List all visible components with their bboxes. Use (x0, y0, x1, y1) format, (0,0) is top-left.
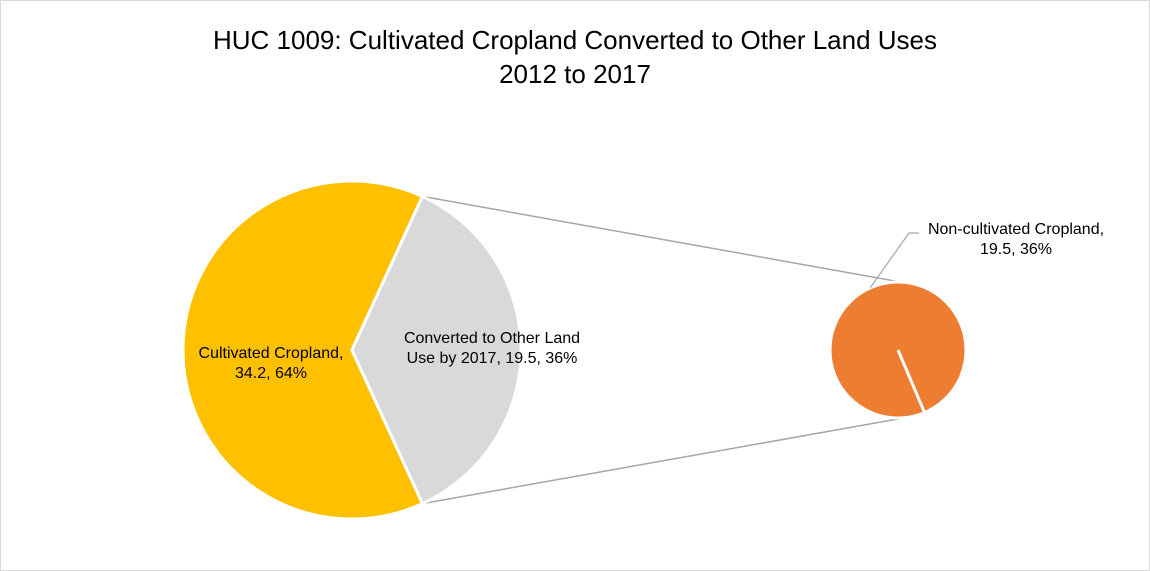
data-label-non-cultivated-cropland: Non-cultivated Cropland, 19.5, 36% (928, 221, 1104, 258)
slice-cultivated-cropland (181, 179, 424, 521)
chart-title-block: HUC 1009: Cultivated Cropland Converted … (1, 23, 1149, 91)
chart-subtitle: 2012 to 2017 (499, 59, 651, 89)
connector-line-top (422, 195, 907, 284)
slice-boundary (896, 349, 926, 414)
data-label-converted-to-other-land-use-by-2017: Converted to Other Land Use by 2017, 19.5… (404, 330, 580, 367)
data-label-cultivated-cropland: Cultivated Cropland, 34.2, 64% (199, 345, 344, 382)
slice-converted-to-other-land-use-by-2017 (350, 194, 523, 506)
chart-title: HUC 1009: Cultivated Cropland Converted … (212, 25, 938, 55)
leader-line (869, 232, 919, 289)
connector-line-bottom (422, 418, 899, 505)
